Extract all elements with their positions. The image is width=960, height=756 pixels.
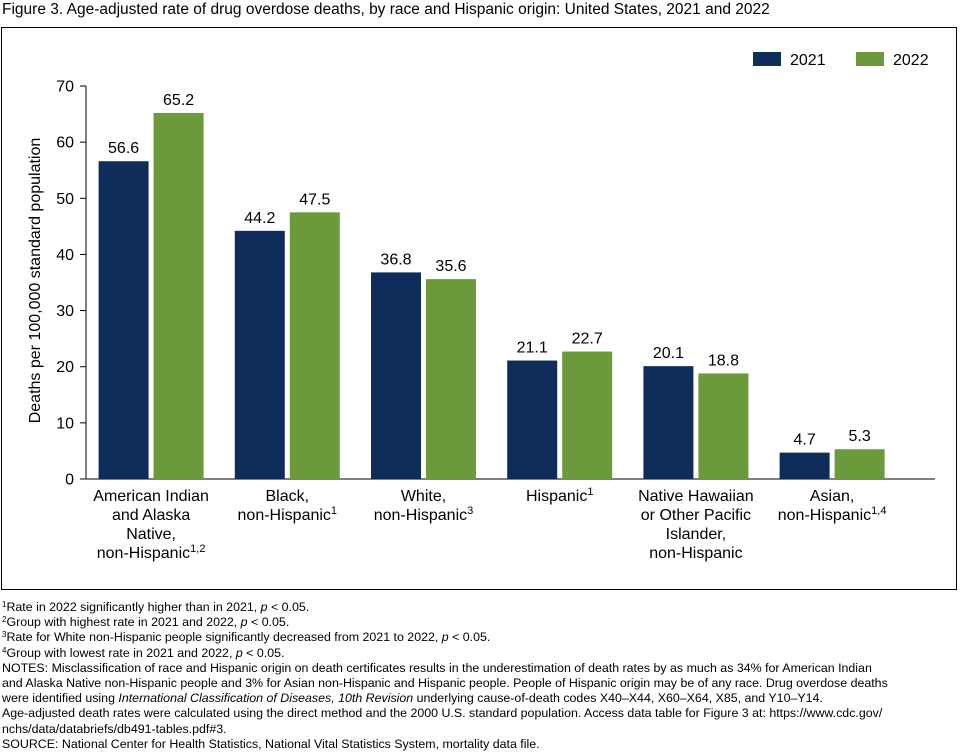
category-label: Hispanic1 xyxy=(526,486,593,505)
y-tick-label: 40 xyxy=(56,247,74,264)
legend-label-2021: 2021 xyxy=(790,52,826,69)
value-label-2021-3: 36.8 xyxy=(380,251,411,268)
legend-swatch-2022 xyxy=(856,52,884,66)
notes-line-4: Age-adjusted death rates were calculated… xyxy=(2,706,883,721)
notes-line-3: were identified using International Clas… xyxy=(2,691,823,706)
footnotes: 1Rate in 2022 significantly higher than … xyxy=(2,600,958,752)
value-label-2021-4: 21.1 xyxy=(517,340,548,357)
value-label-2022-4: 22.7 xyxy=(572,331,603,348)
bar-2022-2 xyxy=(289,212,340,480)
category-label: non-Hispanic xyxy=(649,545,742,562)
value-label-2022-2: 47.5 xyxy=(299,191,330,208)
notes-line-1: NOTES: Misclassification of race and His… xyxy=(2,660,872,675)
value-label-2022-1: 65.2 xyxy=(163,92,194,109)
category-label: non-Hispanic1,4 xyxy=(778,505,887,524)
notes-line-5: nchs/data/databriefs/db491-tables.pdf#3. xyxy=(2,721,227,736)
source-line: SOURCE: National Center for Health Stati… xyxy=(2,736,540,751)
bar-2021-3 xyxy=(371,272,421,479)
value-label-2022-5: 18.8 xyxy=(708,352,739,369)
legend-swatch-2021 xyxy=(753,52,781,66)
footnote-1: 1Rate in 2022 significantly higher than … xyxy=(2,600,310,614)
value-label-2021-2: 44.2 xyxy=(244,210,275,227)
y-tick-label: 10 xyxy=(56,415,74,432)
notes-line-2: and Alaska Native non-Hispanic people an… xyxy=(2,676,888,691)
y-tick-label: 30 xyxy=(56,303,74,320)
category-label: non-Hispanic3 xyxy=(374,505,474,524)
category-label: Islander, xyxy=(666,526,726,543)
legend-label-2022: 2022 xyxy=(893,52,929,69)
category-label: or Other Pacific xyxy=(641,507,751,524)
bar-2021-1 xyxy=(98,161,149,479)
bar-2022-3 xyxy=(426,279,476,479)
bar-2021-6 xyxy=(779,452,830,479)
bar-chart: 0 10 20 30 40 50 60 70 Deaths per 100,000 standa… xyxy=(27,52,935,562)
category-label: Native, xyxy=(126,526,176,543)
footnote-2: 2Group with highest rate in 2021 and 202… xyxy=(2,615,290,630)
bar-2021-2 xyxy=(234,230,285,479)
bar-2022-4 xyxy=(562,351,613,479)
value-label-2021-6: 4.7 xyxy=(793,432,815,449)
footnote-4: 4Group with lowest rate in 2021 and 2022… xyxy=(2,645,285,660)
footnote-3: 3Rate for White non-Hispanic people sign… xyxy=(2,630,491,645)
bar-2021-5 xyxy=(643,366,694,479)
category-label: American Indian xyxy=(93,488,209,505)
y-tick-label: 20 xyxy=(56,359,74,376)
bar-2021-4 xyxy=(507,360,558,479)
y-tick-label: 50 xyxy=(56,191,74,208)
y-tick-label: 70 xyxy=(56,79,74,96)
category-label: and Alaska xyxy=(112,507,190,524)
value-label-2021-5: 20.1 xyxy=(653,345,684,362)
category-label: White, xyxy=(401,488,446,505)
category-label: Black, xyxy=(266,488,310,505)
bar-2022-1 xyxy=(153,112,204,479)
category-label: Native Hawaiian xyxy=(638,488,754,505)
bar-2022-6 xyxy=(834,449,885,479)
y-tick-label: 60 xyxy=(56,135,74,152)
value-label-2022-3: 35.6 xyxy=(435,258,466,275)
y-tick-label: 0 xyxy=(65,472,74,489)
figure-title: Figure 3. Age-adjusted rate of drug over… xyxy=(2,1,770,18)
chart-frame xyxy=(1,27,957,590)
value-label-2022-6: 5.3 xyxy=(848,428,870,445)
y-axis-title: Deaths per 100,000 standard population xyxy=(27,138,44,424)
category-label: non-Hispanic1 xyxy=(238,505,338,524)
value-label-2021-1: 56.6 xyxy=(108,140,139,157)
bar-2022-5 xyxy=(698,373,749,479)
category-label: non-Hispanic1,2 xyxy=(97,543,206,562)
category-label: Asian, xyxy=(810,488,854,505)
